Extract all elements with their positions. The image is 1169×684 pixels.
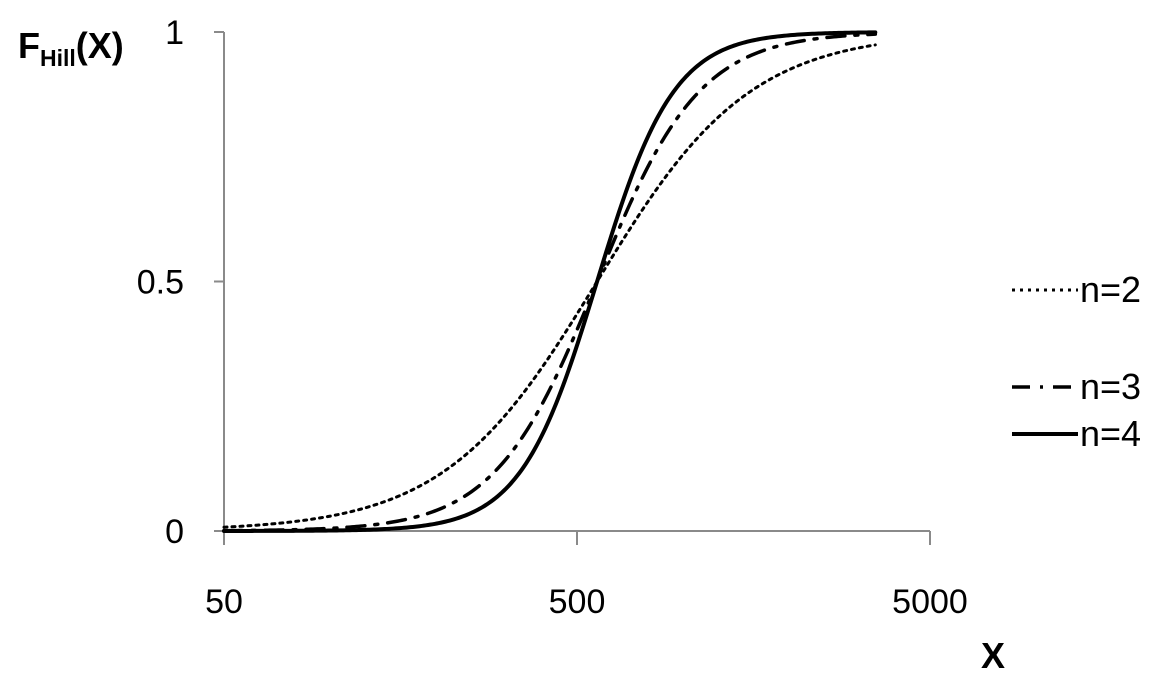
y-axis-title: FHill(X): [18, 25, 124, 71]
y-tick-label: 0.5: [137, 264, 184, 302]
series-line-n=3: [222, 32, 878, 533]
series-line-n=2: [222, 43, 877, 529]
legend-label: n=4: [1080, 413, 1141, 454]
series-line-n=4: [222, 30, 878, 533]
y-tick-label: 0: [165, 513, 184, 551]
y-tick-label: 1: [165, 14, 184, 52]
x-tick-label: 500: [549, 583, 606, 621]
series-curves: [222, 30, 878, 533]
x-tick-label: 5000: [892, 583, 968, 621]
legend-label: n=3: [1080, 366, 1141, 407]
x-axis-title: X: [981, 635, 1005, 676]
legend: n=2 n=3 n=4: [1012, 269, 1141, 454]
axis-ticks: 0 0.5 1 50 500 5000: [137, 14, 968, 621]
x-tick-label: 50: [205, 583, 243, 621]
legend-label: n=2: [1080, 269, 1141, 310]
